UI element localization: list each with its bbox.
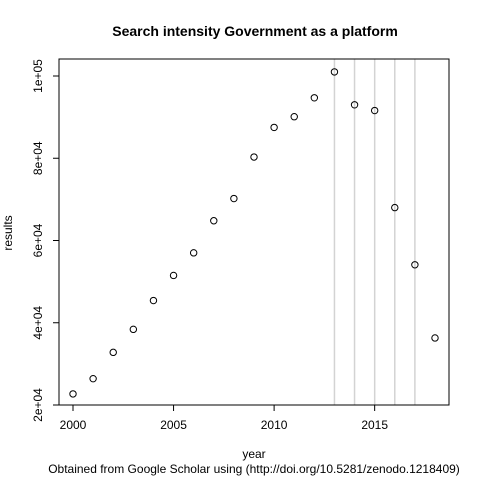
x-axis-label: year <box>242 447 265 461</box>
data-point <box>330 68 339 76</box>
y-tick-label: 1e+05 <box>31 59 45 93</box>
data-point <box>230 194 238 203</box>
data-point <box>290 113 298 121</box>
data-point <box>350 101 359 109</box>
data-point <box>89 374 97 383</box>
y-axis-label: results <box>1 215 15 250</box>
data-points <box>69 68 439 398</box>
y-tick-label: 6e+04 <box>31 223 45 257</box>
y-axis: 2e+04 4e+04 6e+04 8e+04 1e+05 <box>31 59 59 422</box>
plot-border <box>58 58 450 406</box>
data-point <box>210 217 218 225</box>
data-point <box>370 106 379 115</box>
x-tick-label: 2010 <box>261 418 288 432</box>
vertical-lines <box>333 59 416 405</box>
data-point <box>310 94 319 102</box>
x-axis: 2000 2005 2010 2015 <box>60 405 388 432</box>
x-tick-label: 2000 <box>60 418 87 432</box>
data-point <box>431 334 439 342</box>
data-point <box>411 261 419 269</box>
data-point <box>270 123 278 132</box>
chart-title: Search intensity Government as a platfor… <box>112 23 398 39</box>
data-point <box>109 348 117 357</box>
y-tick-label: 8e+04 <box>31 141 45 175</box>
x-tick-label: 2005 <box>160 418 187 432</box>
data-point <box>391 203 399 212</box>
data-point <box>189 249 198 257</box>
data-point <box>149 296 158 305</box>
data-point <box>169 271 178 280</box>
y-tick-label: 2e+04 <box>31 388 45 422</box>
y-tick-label: 4e+04 <box>31 306 45 340</box>
data-point <box>250 153 258 161</box>
data-point <box>69 390 77 398</box>
chart-caption: Obtained from Google Scholar using (http… <box>48 462 460 476</box>
data-point <box>129 325 138 334</box>
x-tick-label: 2015 <box>361 418 388 432</box>
